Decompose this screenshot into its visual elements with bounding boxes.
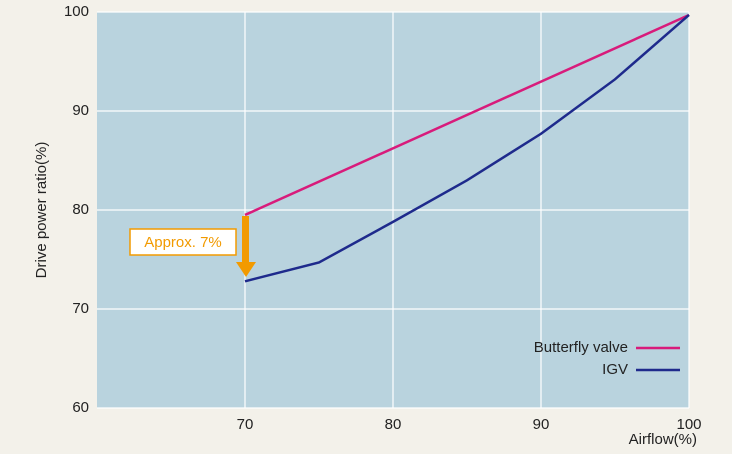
x-tick-label: 80 xyxy=(385,416,402,433)
y-tick-label: 60 xyxy=(72,399,89,416)
x-tick-label: 70 xyxy=(237,416,254,433)
y-tick-label: 100 xyxy=(64,3,89,20)
y-tick-label: 70 xyxy=(72,300,89,317)
legend-label: Butterfly valve xyxy=(534,339,628,356)
x-tick-label: 90 xyxy=(533,416,550,433)
annotation: Approx. 7% xyxy=(144,234,222,251)
arrow-shaft xyxy=(242,216,249,264)
annotation-box xyxy=(129,228,237,256)
y-tick-label: 90 xyxy=(72,102,89,119)
line xyxy=(244,14,690,283)
y-tick-label: 80 xyxy=(72,201,89,218)
line xyxy=(244,13,690,217)
x-axis-label: Airflow(%) xyxy=(629,431,697,448)
legend-label: IGV xyxy=(602,361,628,378)
y-axis-label: Drive power ratio(%) xyxy=(33,142,50,279)
x-tick-label: 100 xyxy=(676,416,701,433)
arrow-head xyxy=(236,262,256,277)
